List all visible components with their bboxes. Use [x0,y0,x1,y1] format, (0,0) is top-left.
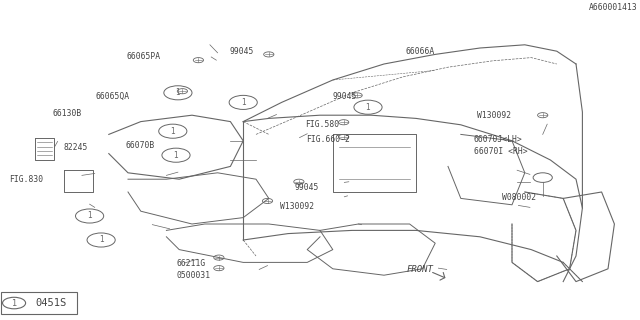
Text: 66065PA: 66065PA [127,52,161,61]
Text: W080002: W080002 [502,193,536,202]
FancyBboxPatch shape [1,292,77,314]
Text: FIG.830: FIG.830 [9,175,43,184]
Text: 66070I <RH>: 66070I <RH> [474,147,527,156]
Text: FIG.660-2: FIG.660-2 [306,135,350,144]
Text: FRONT: FRONT [407,265,434,274]
Text: 1: 1 [175,88,180,97]
Text: 66066A: 66066A [406,47,435,56]
Text: 0500031: 0500031 [177,271,211,280]
Text: 1: 1 [99,236,104,244]
Text: 66211G: 66211G [177,259,206,268]
Text: W130092: W130092 [280,202,314,211]
Text: 1: 1 [170,127,175,136]
Text: 82245: 82245 [64,143,88,152]
Text: 66065QA: 66065QA [96,92,130,100]
Text: FIG.580: FIG.580 [305,120,339,129]
Text: 1: 1 [12,299,17,308]
Text: 1: 1 [173,151,179,160]
Text: 99045: 99045 [229,47,253,56]
Text: A660001413: A660001413 [589,3,637,12]
Text: 66070J<LH>: 66070J<LH> [474,135,522,144]
Text: 0451S: 0451S [36,298,67,308]
Text: 1: 1 [87,212,92,220]
Text: 1: 1 [365,103,371,112]
Text: 1: 1 [241,98,246,107]
Text: 66130B: 66130B [52,109,82,118]
Text: 99045: 99045 [294,183,319,192]
Text: 66070B: 66070B [125,141,155,150]
Text: W130092: W130092 [477,111,511,120]
Text: 99045: 99045 [333,92,357,100]
